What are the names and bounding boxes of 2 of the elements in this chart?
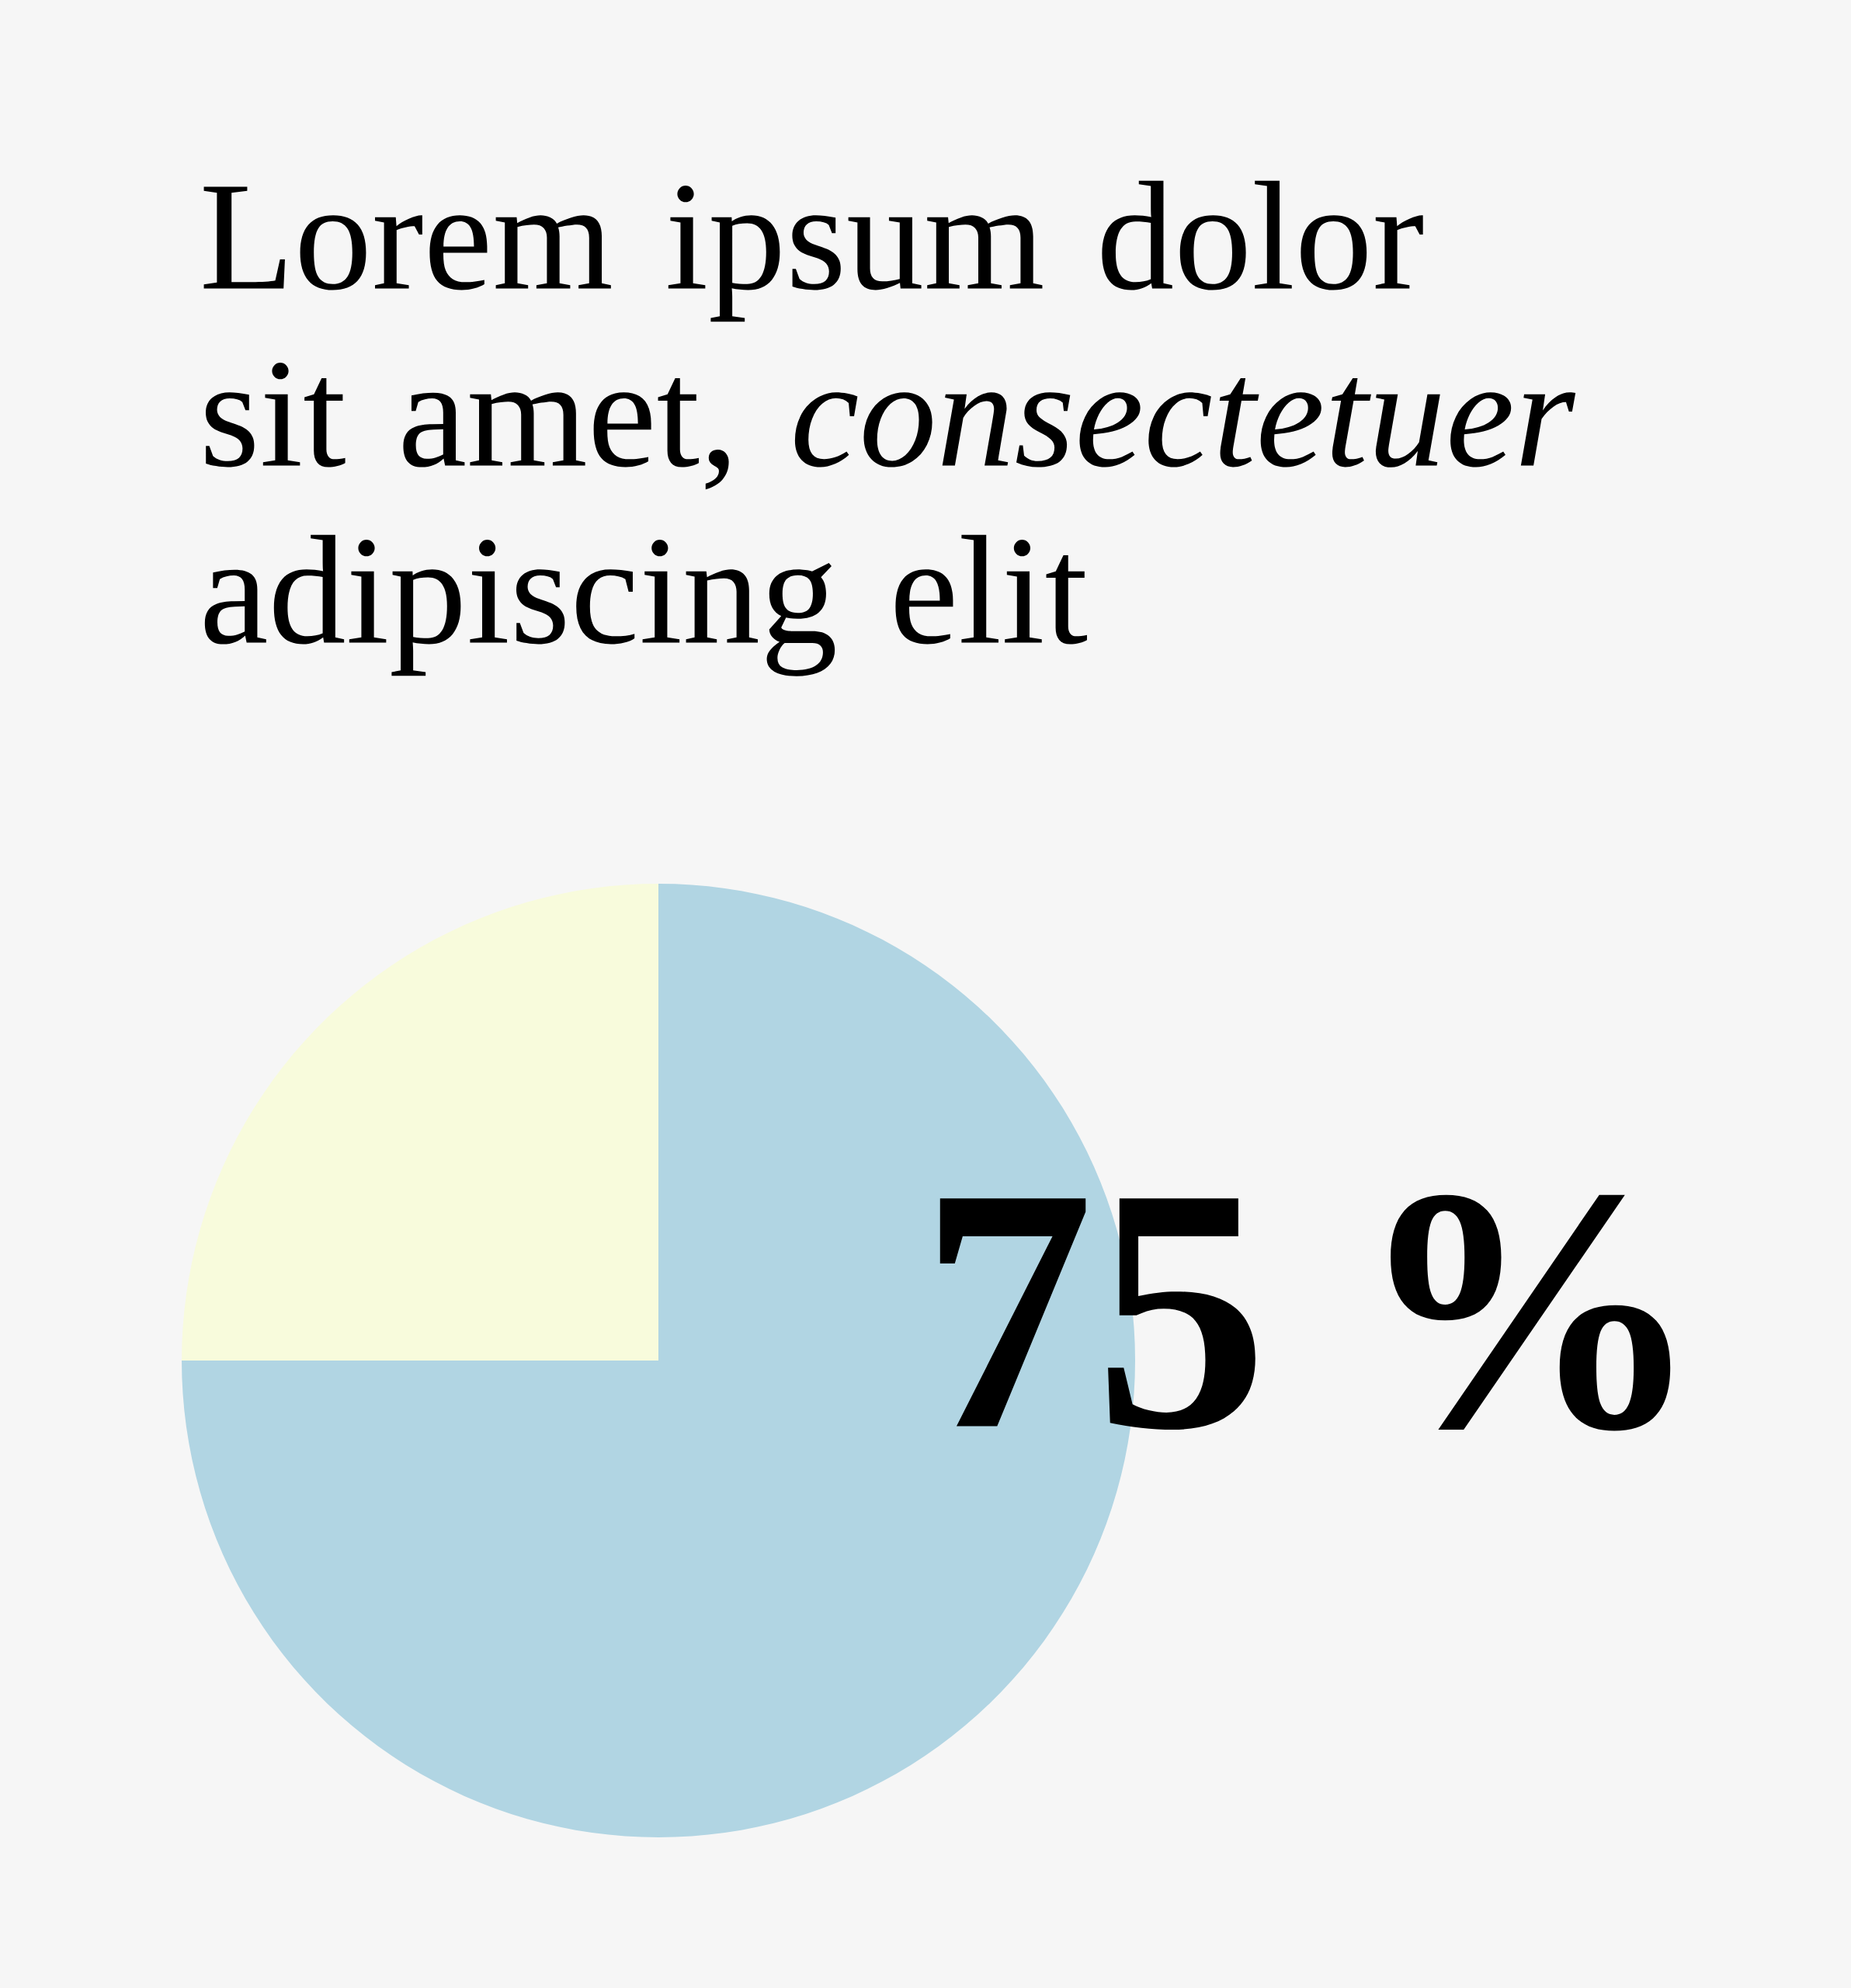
chart-title: Lorem ipsum dolor sit amet, consectetuer adipiscing elit <box>203 180 1576 676</box>
data-label: 75 % <box>939 1194 1671 1431</box>
